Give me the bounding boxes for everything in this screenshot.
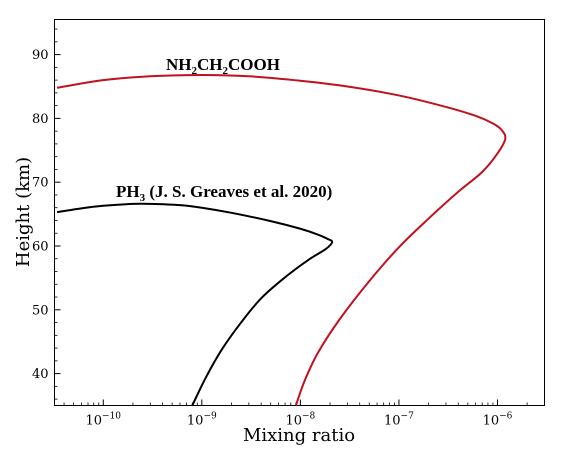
annotation-ph3: PH3 (J. S. Greaves et al. 2020) [116,182,332,204]
annotation-nh2ch2cooh: NH2CH2COOH [166,55,280,77]
y-tick-label: 60 [32,239,49,254]
y-tick-label: 90 [32,48,49,63]
annotation-nh2ch2cooh-part-3: CH [197,55,223,74]
annotation-nh2ch2cooh-part-4: 2 [223,65,229,77]
x-tick-label: 10−7 [384,412,414,429]
x-tick-label: 10−8 [285,412,315,429]
y-tick-label: 80 [32,112,49,127]
x-tick-label: 10−6 [483,412,513,429]
series-line-pc [56,74,507,406]
y-tick-label: 50 [32,303,49,318]
x-tick-label-base: 10 [384,414,401,429]
y-tick-label: 40 [32,367,49,382]
ticks [54,28,528,406]
x-tick-label-base: 10 [285,414,302,429]
x-tick-label-base: 10 [483,414,500,429]
annotation-ph3-part-3: (J. S. Greaves et al. 2020) [145,182,332,201]
y-tick-label: 70 [32,176,49,191]
annotation-nh2ch2cooh-part-5: COOH [228,55,280,74]
annotation-ph3-part-2: 3 [140,192,146,204]
x-axis-title: Mixing ratio [243,425,355,446]
series-line-p [56,202,334,406]
x-tick-label-exponent: −7 [401,412,415,422]
x-tick-label: 10−10 [85,412,121,429]
x-tick-label-exponent: −8 [302,412,316,422]
y-axis-title: Height (km) [13,157,34,267]
x-tick-label-exponent: −9 [203,412,217,422]
plot-frame [54,19,545,406]
x-tick-label-exponent: −6 [499,412,513,422]
annotation-nh2ch2cooh-part-1: NH [166,55,192,74]
annotation-nh2ch2cooh-part-2: 2 [192,65,198,77]
x-tick-label-exponent: −10 [102,412,121,422]
annotation-ph3-part-1: PH [116,182,140,201]
x-tick-label-base: 10 [187,414,204,429]
x-tick-label-base: 10 [85,414,102,429]
series-lines [56,74,507,406]
x-tick-label: 10−9 [187,412,217,429]
